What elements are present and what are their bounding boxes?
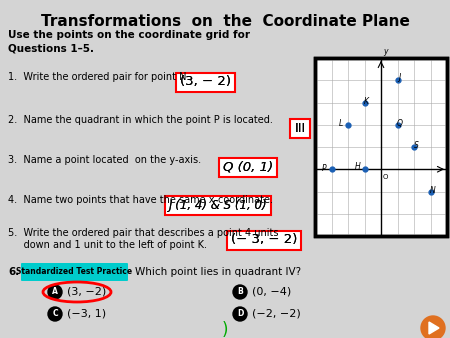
Text: (3, −2): (3, −2) (67, 287, 106, 297)
Circle shape (233, 307, 247, 321)
Text: (0, −4): (0, −4) (252, 287, 291, 297)
Text: S: S (414, 141, 418, 150)
Bar (315, 58, 447, 236)
Text: L: L (338, 119, 343, 128)
Text: (3, − 2): (3, − 2) (180, 75, 230, 89)
Text: 3.  Name a point located  on the y-axis.: 3. Name a point located on the y-axis. (8, 155, 201, 165)
Text: Standardized Test Practice: Standardized Test Practice (16, 267, 132, 276)
Text: B: B (237, 288, 243, 296)
Bar (227, 231, 301, 249)
Text: 2.  Name the quadrant in which the point P is located.: 2. Name the quadrant in which the point … (8, 115, 273, 125)
Bar (315, 58, 447, 236)
Text: 6.: 6. (8, 267, 19, 277)
Text: H: H (355, 162, 360, 171)
Text: 1.  Write the ordered pair for point N.: 1. Write the ordered pair for point N. (8, 72, 189, 82)
Circle shape (48, 285, 62, 299)
Circle shape (48, 307, 62, 321)
FancyBboxPatch shape (21, 263, 128, 281)
Text: J: J (398, 73, 400, 82)
Text: Q (0, 1): Q (0, 1) (223, 161, 273, 173)
Text: D: D (237, 310, 243, 318)
Circle shape (233, 285, 247, 299)
Text: ): ) (222, 321, 228, 338)
Bar (290, 119, 310, 138)
Text: (− 3, − 2): (− 3, − 2) (231, 234, 297, 246)
Text: Use the points on the coordinate grid for
Questions 1–5.: Use the points on the coordinate grid fo… (8, 30, 250, 53)
Text: III: III (294, 121, 306, 135)
Text: J (1, 4) & S (1, 0): J (1, 4) & S (1, 0) (169, 198, 267, 212)
Bar (219, 158, 277, 176)
Text: P: P (322, 164, 326, 173)
Text: (−3, 1): (−3, 1) (67, 309, 106, 319)
Text: 5.  Write the ordered pair that describes a point 4 units
     down and 1 unit t: 5. Write the ordered pair that describes… (8, 228, 279, 250)
Bar (176, 72, 234, 92)
Text: 4.  Name two points that have the same x-coordinate.: 4. Name two points that have the same x-… (8, 195, 273, 205)
Text: O: O (383, 174, 388, 180)
Text: Q (0, 1): Q (0, 1) (223, 161, 273, 173)
Polygon shape (429, 322, 439, 334)
Text: K: K (364, 97, 369, 106)
Text: (3, − 2): (3, − 2) (180, 75, 230, 89)
Text: (−2, −2): (−2, −2) (252, 309, 301, 319)
Text: III: III (294, 121, 306, 135)
Text: Transformations  on  the  Coordinate Plane: Transformations on the Coordinate Plane (40, 14, 410, 29)
Text: Q: Q (396, 119, 402, 128)
Text: A: A (52, 288, 58, 296)
Text: J (1, 4) & S (1, 0): J (1, 4) & S (1, 0) (169, 198, 267, 212)
Text: y: y (383, 47, 387, 56)
Text: N: N (430, 186, 435, 195)
Text: C: C (52, 310, 58, 318)
Circle shape (421, 316, 445, 338)
Text: Which point lies in quadrant IV?: Which point lies in quadrant IV? (135, 267, 301, 277)
Bar (165, 195, 271, 215)
Text: (− 3, − 2): (− 3, − 2) (231, 234, 297, 246)
